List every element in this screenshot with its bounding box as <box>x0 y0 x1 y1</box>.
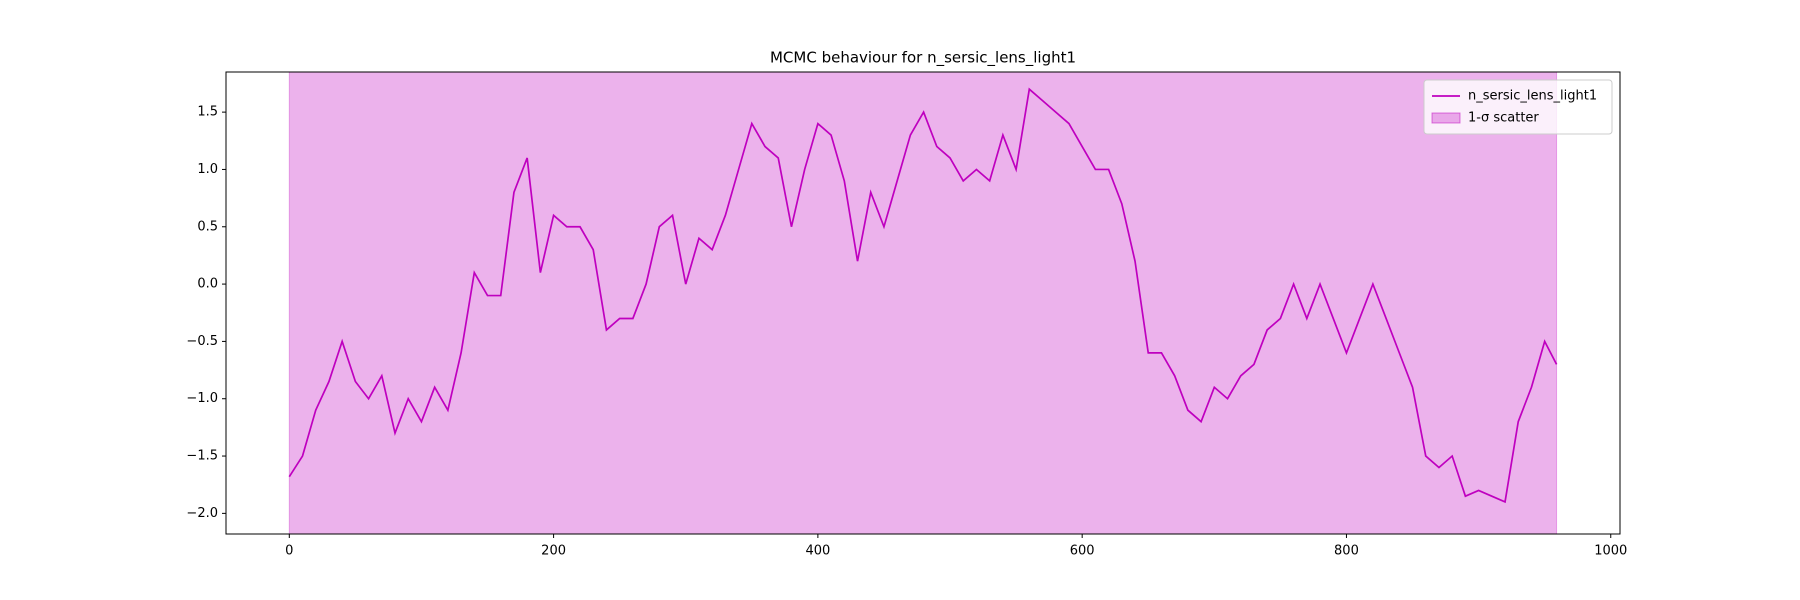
x-tick-label: 0 <box>285 544 293 559</box>
x-tick-label: 1000 <box>1594 544 1627 559</box>
data-line <box>288 87 1558 504</box>
axes-frame <box>225 71 1621 535</box>
x-tick-label: 200 <box>541 544 566 559</box>
y-tick-label: 1.5 <box>197 105 218 120</box>
y-tick-label: −2.0 <box>186 506 218 521</box>
x-tick-label: 800 <box>1334 544 1359 559</box>
legend-label: n_sersic_lens_light1 <box>1468 89 1597 104</box>
y-tick-label: 1.0 <box>197 162 218 177</box>
x-tick-label: 400 <box>805 544 830 559</box>
y-tick-label: −1.0 <box>186 391 218 406</box>
plot-area <box>288 72 1558 534</box>
legend-patch <box>1431 112 1461 124</box>
y-tick-label: 0.5 <box>197 219 218 234</box>
chart-title: MCMC behaviour for n_sersic_lens_light1 <box>770 49 1076 68</box>
legend-label: 1-σ scatter <box>1468 111 1539 126</box>
x-tick-label: 600 <box>1070 544 1095 559</box>
legend-box <box>1423 79 1613 135</box>
y-tick-label: −1.5 <box>186 449 218 464</box>
legend: n_sersic_lens_light1 1-σ scatter <box>1423 79 1613 135</box>
y-tick-label: −0.5 <box>186 334 218 349</box>
scatter-band <box>288 72 1558 534</box>
y-tick-label: 0.0 <box>197 277 218 292</box>
